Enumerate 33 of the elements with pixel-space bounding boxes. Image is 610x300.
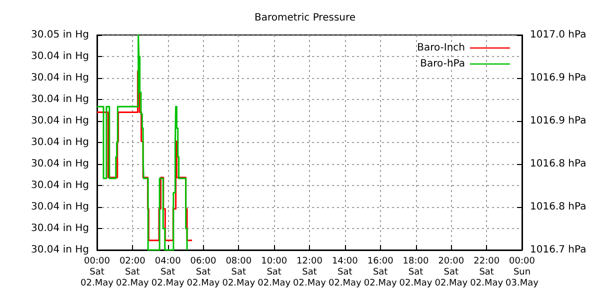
x-tick-label: 00:00 Sun 03.May: [506, 256, 540, 288]
y-tick-label: 30.04 in Hg: [31, 223, 89, 234]
y2-tick-label: 1016.8 hPa: [530, 202, 586, 212]
y-tick-label: 30.04 in Hg: [31, 72, 89, 84]
y-tick-label: 30.04 in Hg: [31, 116, 89, 126]
y-tick-label: 30.05 in Hg: [31, 30, 89, 40]
y-tick-label: 30.04 in Hg: [31, 202, 89, 212]
y-tick-label: 30.04 in Hg: [31, 244, 89, 256]
y-tick-label: 30.04 in Hg: [31, 94, 89, 105]
y-tick-label: 30.04 in Hg: [31, 51, 89, 62]
x-tick-label: 20:00 Sat 02.May: [434, 256, 468, 288]
y2-tick-label: 1016.9 hPa: [530, 116, 586, 126]
legend-label: Baro-Inch: [417, 42, 465, 54]
x-tick-label: 08:00 Sat 02.May: [222, 256, 256, 288]
x-tick-label: 06:00 Sat 02.May: [186, 256, 220, 288]
x-tick-label: 04:00 Sat 02.May: [151, 256, 185, 288]
x-tick-label: 16:00 Sat 02.May: [364, 256, 398, 288]
y2-tick-label: 1016.7 hPa: [530, 244, 586, 256]
x-tick-label: 10:00 Sat 02.May: [258, 256, 292, 288]
x-tick-label: 22:00 Sat 02.May: [470, 256, 504, 288]
x-tick-label: 14:00 Sat 02.May: [328, 256, 362, 288]
y-tick-label: 30.04 in Hg: [31, 137, 89, 148]
x-tick-label: 12:00 Sat 02.May: [293, 256, 327, 288]
y2-tick-label: 1016.9 hPa: [530, 72, 586, 84]
y-tick-label: 30.04 in Hg: [31, 180, 89, 191]
y2-tick-label: 1016.8 hPa: [530, 158, 586, 170]
x-tick-label: 18:00 Sat 02.May: [399, 256, 433, 288]
y-tick-label: 30.04 in Hg: [31, 158, 89, 170]
x-tick-label: 02:00 Sat 02.May: [116, 256, 150, 288]
legend-label: Baro-hPa: [420, 58, 465, 70]
y2-tick-label: 1017.0 hPa: [530, 30, 586, 40]
x-tick-label: 00:00 Sat 02.May: [80, 256, 114, 288]
chart-title: Barometric Pressure: [254, 12, 356, 24]
